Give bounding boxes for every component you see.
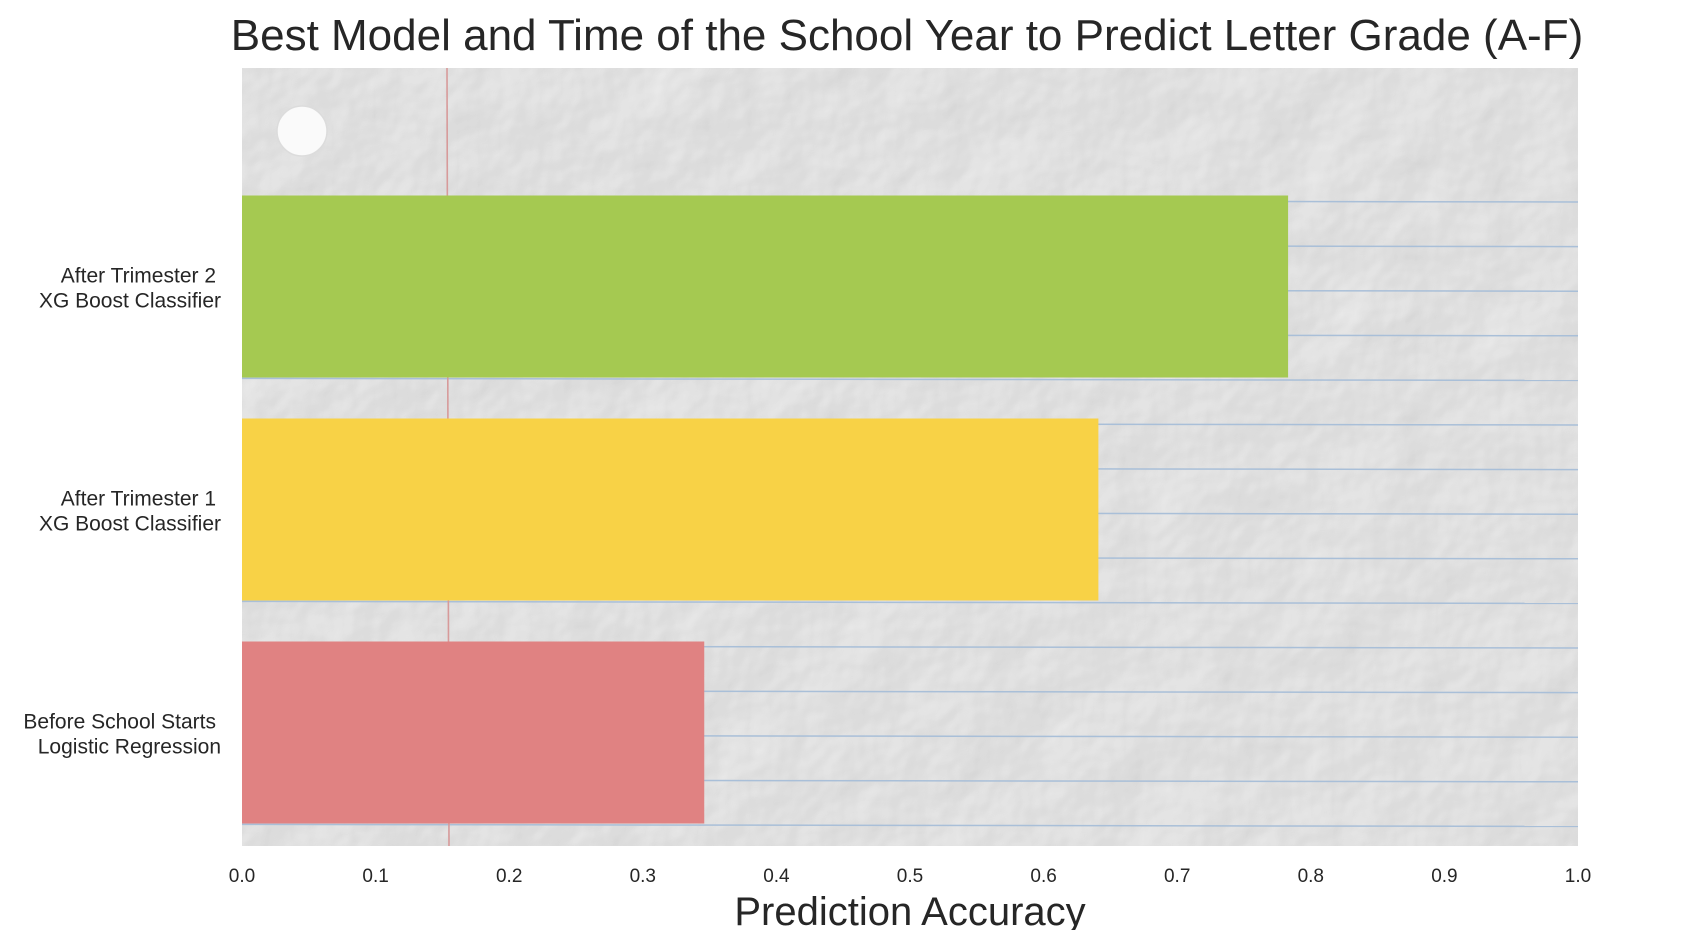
y-axis-labels: After Trimester 2 XG Boost Classifier Afte… (23, 265, 221, 759)
x-tick-label: 0.7 (1164, 866, 1190, 887)
punch-hole (276, 105, 328, 157)
y-tick-label: After Trimester 1 XG Boost Classifier (39, 488, 221, 536)
x-tick-label: 0.8 (1298, 866, 1324, 887)
bar (242, 195, 1289, 378)
x-tick-label: 0.0 (229, 866, 255, 887)
ruled-line (242, 377, 1578, 382)
x-axis-label: Prediction Accuracy (734, 890, 1085, 930)
bar (242, 641, 705, 824)
x-tick-label: 0.6 (1030, 866, 1056, 887)
x-axis-ticks: 0.0 0.1 0.2 0.3 0.4 0.5 0.6 0.7 0.8 0.9 1.0 (229, 866, 1591, 887)
x-tick-label: 1.0 (1565, 866, 1591, 887)
ruled-line (242, 600, 1578, 605)
x-tick-label: 0.4 (763, 866, 790, 887)
x-tick-label: 0.5 (897, 866, 923, 887)
bars-group (242, 195, 1289, 824)
ruled-line (242, 823, 1578, 828)
x-tick-label: 0.9 (1431, 866, 1457, 887)
x-tick-label: 0.2 (496, 866, 522, 887)
x-tick-label: 0.3 (630, 866, 656, 887)
y-tick-label: Before School Starts Logistic Regression (23, 711, 221, 759)
chart-title: Best Model and Time of the School Year t… (231, 11, 1583, 60)
bar (242, 418, 1099, 601)
x-tick-label: 0.1 (362, 866, 388, 887)
y-tick-label: After Trimester 2 XG Boost Classifier (39, 265, 221, 313)
